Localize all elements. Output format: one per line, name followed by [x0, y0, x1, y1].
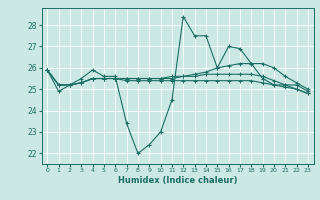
X-axis label: Humidex (Indice chaleur): Humidex (Indice chaleur) [118, 176, 237, 185]
